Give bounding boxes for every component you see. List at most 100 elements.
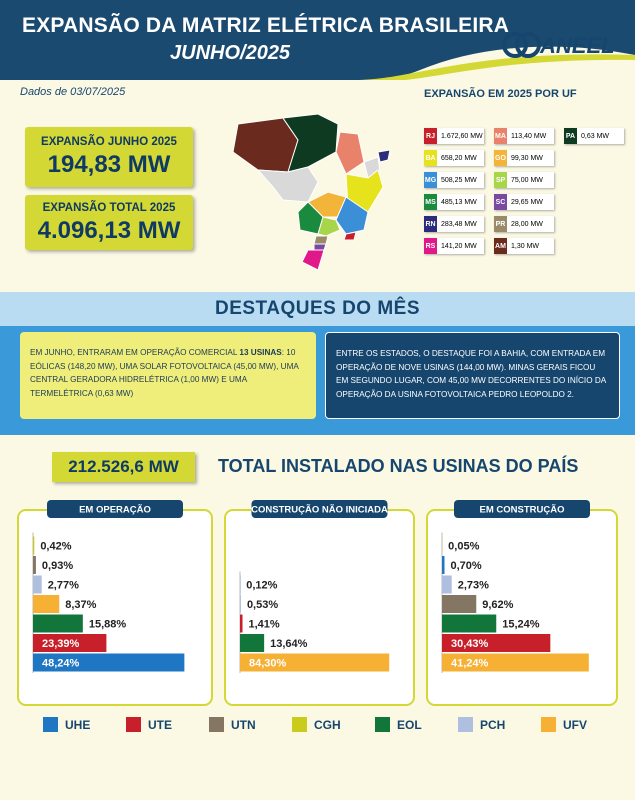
header-bg bbox=[0, 0, 635, 80]
uf-item: RN 283,48 MW bbox=[424, 216, 484, 232]
uf-item: AM 1,30 MW bbox=[494, 238, 554, 254]
text: EM JUNHO, ENTRARAM EM OPERAÇÃO COMERCIAL bbox=[30, 348, 240, 357]
chart-title: CONSTRUÇÃO NÃO INICIADA bbox=[251, 505, 388, 516]
bar-label: 0,12% bbox=[246, 580, 277, 592]
uf-value: 75,00 MW bbox=[511, 176, 543, 184]
uf-item: MG 508,25 MW bbox=[424, 172, 484, 188]
uf-code: PR bbox=[494, 216, 507, 232]
uf-item: RS 141,20 MW bbox=[424, 238, 484, 254]
bar-label: 30,43% bbox=[451, 638, 489, 650]
legend-swatch bbox=[458, 717, 473, 732]
text: ENTRE OS ESTADOS, O DESTAQUE FOI A BAHIA… bbox=[336, 349, 606, 399]
legend-label: PCH bbox=[480, 718, 505, 732]
chart-title-bg bbox=[47, 500, 183, 518]
uf-code: GO bbox=[494, 150, 507, 166]
legend-swatch bbox=[209, 717, 224, 732]
bar bbox=[33, 575, 42, 594]
bar-label: 1,41% bbox=[248, 619, 279, 631]
bar bbox=[33, 634, 107, 652]
legend-label: CGH bbox=[314, 718, 341, 732]
legend-swatch bbox=[292, 717, 307, 732]
kpi-value: 194,83 MW bbox=[47, 151, 171, 178]
kpi-label: EXPANSÃO JUNHO 2025 bbox=[41, 136, 177, 148]
chart-title: EM OPERAÇÃO bbox=[79, 505, 151, 516]
uf-code: RN bbox=[424, 216, 437, 232]
legend-label: EOL bbox=[397, 718, 422, 732]
bar bbox=[33, 653, 185, 672]
bar bbox=[33, 536, 35, 555]
uf-code: RJ bbox=[424, 128, 437, 144]
kpi-value: 4.096,13 MW bbox=[37, 217, 181, 244]
bar bbox=[442, 614, 497, 633]
uf-code: SC bbox=[494, 194, 507, 210]
legend-swatch bbox=[43, 717, 58, 732]
text: : 10 EÓLICAS (148,20 MW), UMA SOLAR FOTO… bbox=[30, 348, 299, 398]
date: Dados de 03/07/2025 bbox=[20, 86, 126, 98]
uf-value: 1.672,60 MW bbox=[441, 132, 483, 140]
uf-item: MS 485,13 MW bbox=[424, 194, 484, 210]
uf-code: PA bbox=[564, 128, 577, 144]
highlight-right: ENTRE OS ESTADOS, O DESTAQUE FOI A BAHIA… bbox=[325, 332, 620, 419]
bar bbox=[442, 595, 477, 613]
bar-label: 0,53% bbox=[247, 599, 278, 611]
subtitle: JUNHO/2025 bbox=[170, 42, 291, 64]
legend-swatch bbox=[126, 717, 141, 732]
chart-title-bg bbox=[454, 500, 590, 518]
bar-label: 0,70% bbox=[450, 560, 481, 572]
uf-value: 0,63 MW bbox=[581, 132, 610, 140]
legend-label: UTN bbox=[231, 718, 256, 732]
uf-code: MS bbox=[424, 194, 437, 210]
uf-item: MA 113,40 MW bbox=[494, 128, 554, 144]
bar-label: 0,42% bbox=[40, 541, 71, 553]
bar bbox=[240, 653, 390, 672]
uf-code: BA bbox=[424, 150, 437, 166]
bar bbox=[240, 634, 265, 652]
bar bbox=[240, 595, 241, 613]
uf-code: SP bbox=[494, 172, 507, 188]
charts: EM OPERAÇÃO 0,42% 0,93% 2,77% 8,37% 15,88% 23,… bbox=[17, 500, 618, 732]
uf-code: MA bbox=[494, 128, 507, 144]
uf-value: 28,00 MW bbox=[511, 220, 543, 228]
bar-label: 2,77% bbox=[48, 580, 79, 592]
map bbox=[232, 113, 391, 271]
uf-code: AM bbox=[494, 238, 507, 254]
logo-icon bbox=[515, 32, 541, 58]
uf-item: BA 658,20 MW bbox=[424, 150, 484, 166]
uf-item: RJ 1.672,60 MW bbox=[424, 128, 484, 144]
bar bbox=[33, 556, 36, 574]
highlight-left: EM JUNHO, ENTRARAM EM OPERAÇÃO COMERCIAL… bbox=[20, 332, 316, 419]
total-value: 212.526,6 MW bbox=[52, 452, 195, 482]
uf-value: 658,20 MW bbox=[441, 154, 477, 162]
legend-swatch bbox=[541, 717, 556, 732]
legend-label: UTE bbox=[148, 718, 172, 732]
highlights-header bbox=[0, 292, 635, 326]
chart-title-bg bbox=[251, 500, 388, 518]
legend-swatch bbox=[375, 717, 390, 732]
highlights-title: DESTAQUES DO MÊS bbox=[214, 298, 421, 319]
uf-value: 29,65 MW bbox=[511, 198, 543, 206]
uf-title: EXPANSÃO EM 2025 POR UF bbox=[424, 88, 577, 100]
uf-item: SC 29,65 MW bbox=[494, 194, 554, 210]
bar-label: 15,24% bbox=[502, 619, 540, 631]
bar-label: 84,30% bbox=[249, 658, 287, 670]
logo-text: ANEEL bbox=[540, 33, 615, 58]
header-curve bbox=[360, 54, 635, 80]
bar bbox=[33, 614, 83, 633]
bar bbox=[442, 556, 445, 574]
uf-item: GO 99,30 MW bbox=[494, 150, 554, 166]
uf-code: MG bbox=[424, 172, 437, 188]
highlights-header-bg bbox=[0, 292, 635, 326]
uf-item: PR 28,00 MW bbox=[494, 216, 554, 232]
bar-label: 0,93% bbox=[42, 560, 73, 572]
bar bbox=[240, 614, 243, 633]
bar-label: 15,88% bbox=[89, 619, 127, 631]
bar bbox=[442, 575, 452, 594]
chart-title: EM CONSTRUÇÃO bbox=[480, 505, 565, 516]
kpi-card: EXPANSÃO TOTAL 2025 4.096,13 MW bbox=[25, 195, 193, 250]
bar-label: 2,73% bbox=[458, 580, 489, 592]
legend-label: UFV bbox=[563, 718, 587, 732]
title: EXPANSÃO DA MATRIZ ELÉTRICA BRASILEIRA bbox=[22, 14, 510, 37]
legend-label: UHE bbox=[65, 718, 90, 732]
